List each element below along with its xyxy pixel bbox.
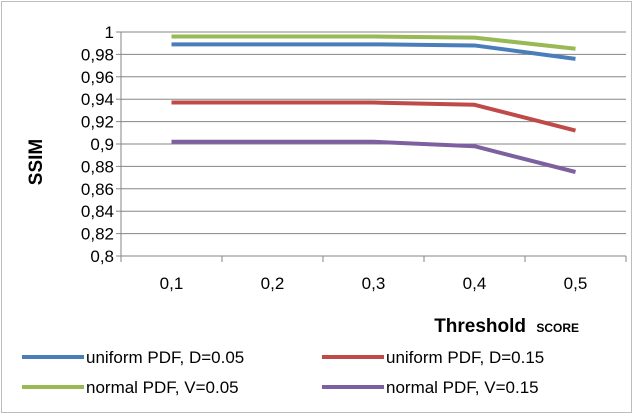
y-tick-label: 0,9	[90, 135, 114, 154]
legend-label: normal PDF, V=0.05	[86, 378, 239, 397]
legend-item: normal PDF, V=0.05	[22, 378, 239, 397]
y-tick-label: 0,98	[81, 45, 114, 64]
x-tick-label: 0,2	[261, 274, 285, 293]
ticks-layer: 0,8 0,82 0,84 0,86 0,88 0,9 0,92 0,94 0,96 0,98 1 0…	[81, 23, 627, 293]
x-tick-label: 0,3	[362, 274, 386, 293]
legend-label: uniform PDF, D=0.05	[86, 348, 244, 367]
x-tick-label: 0,5	[564, 274, 588, 293]
series-line-3	[171, 34, 576, 51]
legend-label: uniform PDF, D=0.15	[386, 348, 544, 367]
y-tick-label: 1	[105, 23, 114, 42]
x-axis-title-sub: SCORE	[536, 321, 579, 335]
y-tick-label: 0,8	[90, 247, 114, 266]
series-line-4	[171, 139, 576, 174]
legend-item: uniform PDF, D=0.05	[22, 348, 244, 367]
legend-label: normal PDF, V=0.15	[386, 378, 539, 397]
x-tick-label: 0,4	[463, 274, 487, 293]
y-tick-label: 0,84	[81, 202, 114, 221]
x-axis-title: Threshold SCORE	[434, 316, 579, 337]
series-layer	[171, 34, 576, 174]
x-axis-title-main: Threshold	[434, 316, 526, 337]
legend-item: uniform PDF, D=0.15	[322, 348, 544, 367]
x-tick-label: 0,1	[160, 274, 184, 293]
series-line-1	[171, 42, 576, 61]
y-tick-label: 0,96	[81, 68, 114, 87]
y-tick-label: 0,86	[81, 180, 114, 199]
legend-item: normal PDF, V=0.15	[322, 378, 539, 397]
y-tick-label: 0,94	[81, 90, 114, 109]
grid-layer	[121, 31, 626, 257]
y-tick-label: 0,88	[81, 157, 114, 176]
y-tick-label: 0,82	[81, 225, 114, 244]
y-tick-label: 0,92	[81, 113, 114, 132]
y-axis-title: SSIM	[26, 139, 47, 185]
series-line-2	[171, 100, 576, 133]
legend: uniform PDF, D=0.05 uniform PDF, D=0.15 no…	[22, 348, 544, 397]
